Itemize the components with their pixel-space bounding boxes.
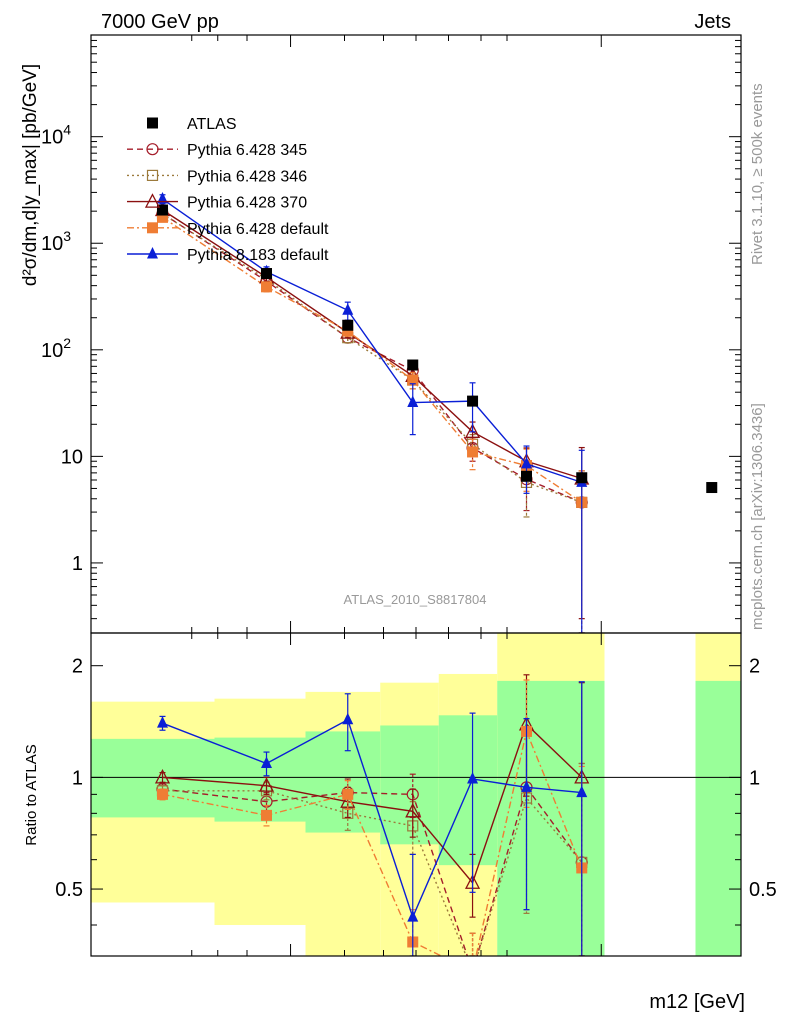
data-point: [258, 777, 275, 792]
legend-entry: Pythia 6.428 default: [127, 221, 329, 238]
data-point: [706, 482, 718, 494]
data-point: [342, 788, 354, 800]
data-point: [342, 303, 354, 315]
ylabel-ratio: Ratio to ATLAS: [23, 744, 40, 845]
main-y-tick-label: 102: [41, 335, 71, 362]
legend-marker: [147, 222, 158, 234]
main-pythia-6-428-345: [156, 207, 588, 633]
data-point: [157, 788, 168, 800]
legend-entry: Pythia 8.183 default: [127, 247, 329, 264]
legend-entry: Pythia 6.428 346: [127, 168, 307, 185]
band-green-6: [695, 680, 741, 956]
legend-marker: [146, 143, 159, 156]
ratio-y-tick-label: 1: [72, 767, 83, 789]
data-point: [521, 470, 532, 482]
ratio-y-tick-label-right: 1: [749, 767, 760, 789]
legend-label: Pythia 6.428 default: [187, 221, 329, 238]
data-point: [468, 966, 478, 976]
main-atlas: [157, 204, 718, 494]
data-point: [261, 281, 272, 293]
legend-marker: [147, 117, 158, 129]
ratio-y-tick-label: 2: [72, 656, 83, 678]
xlabel: m12 [GeV]: [649, 991, 745, 1013]
rivet-label: Rivet 3.1.10, ≥ 500k events: [749, 83, 766, 265]
data-point: [261, 809, 272, 821]
data-point: [407, 910, 419, 922]
data-point: [154, 768, 171, 784]
legend-marker: [147, 247, 158, 259]
ylabel-main: d²σ/dm,d|y_max| [pb/GeV]: [20, 64, 41, 286]
watermark: ATLAS_2010_S8817804: [344, 592, 487, 607]
data-point: [342, 325, 354, 337]
legend-label: ATLAS: [187, 116, 237, 133]
series-line: [162, 198, 582, 484]
main-y-tick-label: 103: [41, 228, 71, 255]
legend-entry: Pythia 6.428 345: [127, 142, 307, 159]
main-pythia-6-428-370: [154, 201, 590, 620]
data-point: [405, 802, 421, 818]
ratio-y-tick-label-right: 2: [749, 656, 760, 678]
data-point: [342, 319, 354, 331]
data-point: [407, 395, 419, 408]
ratio-y-tick-label-right: 0.5: [749, 879, 777, 901]
legend-marker: [146, 169, 159, 181]
data-point: [407, 374, 419, 386]
data-point: [157, 192, 168, 204]
main-pythia-6-428-346: [156, 208, 588, 633]
legend-label: Pythia 6.428 345: [187, 142, 307, 159]
legend-label: Pythia 8.183 default: [187, 247, 329, 264]
band-green-5: [497, 680, 605, 956]
data-point: [157, 211, 168, 223]
ratio-series: [154, 674, 590, 977]
data-point: [576, 785, 588, 798]
data-point: [521, 780, 532, 792]
data-point: [576, 472, 588, 484]
legend-entry: Pythia 6.428 370: [127, 193, 307, 212]
data-point: [342, 712, 354, 725]
main-y-tick-label: 104: [41, 122, 71, 149]
ratio-bands: [91, 633, 741, 956]
data-point: [407, 359, 419, 371]
data-point: [467, 395, 479, 407]
mcplots-label: mcplots.cern.ch [arXiv:1306.3436]: [749, 403, 766, 630]
data-point: [261, 268, 272, 280]
band-green-0: [91, 738, 215, 818]
ratio-y-tick-label: 0.5: [55, 879, 83, 901]
data-point: [261, 756, 272, 768]
data-point: [467, 966, 478, 977]
main-y-tick-label: 1: [72, 553, 83, 575]
data-point: [467, 446, 479, 458]
header-left: 7000 GeV pp: [101, 11, 219, 33]
legend-marker: [144, 193, 161, 208]
band-green-3: [380, 725, 439, 845]
data-point: [157, 204, 168, 216]
legend: ATLAS Pythia 6.428 345 Pythia 6.428 346 Pyt…: [127, 116, 329, 264]
header-right: Jets: [694, 11, 731, 33]
main-pythia-6-428-default: [157, 211, 588, 633]
legend-label: Pythia 6.428 346: [187, 168, 307, 185]
data-point: [464, 423, 481, 438]
main-y-tick-label: 10: [61, 446, 83, 468]
ratio-frame: [90, 632, 742, 957]
ratio-pythia-8-183-default: [157, 681, 588, 956]
legend-entry: ATLAS: [147, 116, 237, 133]
data-point: [467, 771, 479, 784]
legend-label: Pythia 6.428 370: [187, 195, 307, 212]
main-series: [154, 192, 718, 633]
data-point: [157, 716, 168, 728]
band-green-1: [214, 737, 306, 822]
data-point: [521, 456, 532, 469]
data-point: [467, 966, 478, 977]
